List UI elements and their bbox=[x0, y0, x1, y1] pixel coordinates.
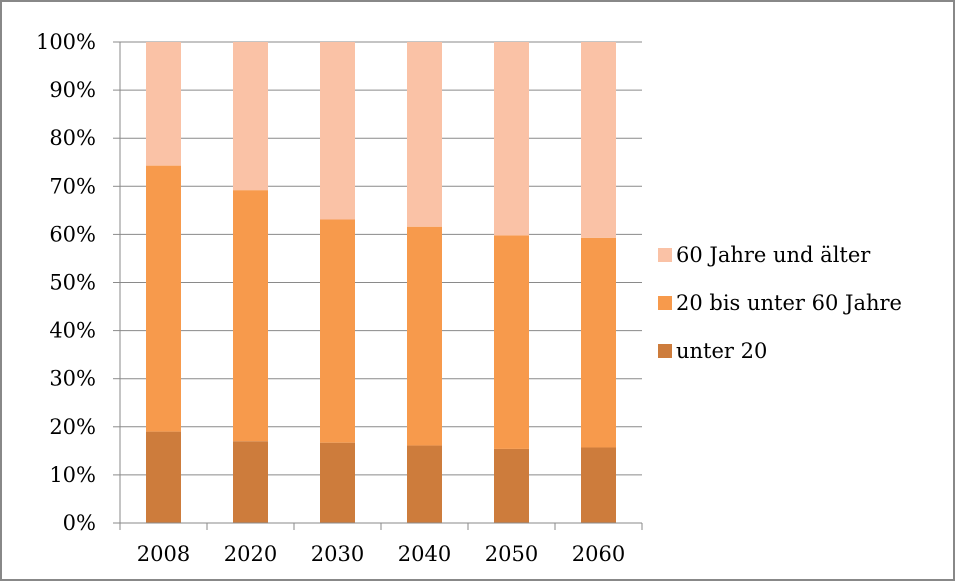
bar-segment-2060-series-2 bbox=[581, 237, 616, 448]
legend-swatch bbox=[658, 296, 672, 310]
y-tick-label: 0% bbox=[63, 511, 96, 535]
x-tick-label: 2060 bbox=[572, 542, 625, 566]
y-tick-label: 20% bbox=[49, 415, 96, 439]
bars bbox=[146, 42, 616, 523]
bar-segment-2020-series-2 bbox=[233, 190, 268, 442]
bar-segment-2008-series-1 bbox=[146, 431, 181, 523]
axes bbox=[113, 41, 643, 530]
legend-label: unter 20 bbox=[676, 339, 767, 363]
bar-segment-2060-series-3 bbox=[581, 42, 616, 238]
x-tick-labels: 2008 2020 2030 2040 2050 2060 bbox=[137, 542, 625, 566]
y-tick-label: 30% bbox=[49, 367, 96, 391]
x-tick-label: 2040 bbox=[398, 542, 451, 566]
gridlines bbox=[120, 41, 642, 476]
bar-segment-2050-series-3 bbox=[494, 42, 529, 236]
bar-segment-2040-series-2 bbox=[407, 226, 442, 446]
bar-segment-2040-series-1 bbox=[407, 445, 442, 523]
bar-segment-2060-series-1 bbox=[581, 447, 616, 523]
bar-segment-2008-series-3 bbox=[146, 42, 181, 166]
x-tick-label: 2050 bbox=[485, 542, 538, 566]
y-tick-labels: 0% 10% 20% 30% 40% 50% 60% 70% 80% 90% 100% bbox=[36, 30, 96, 535]
y-tick-label: 90% bbox=[49, 78, 96, 102]
bar-segment-2030-series-3 bbox=[320, 42, 355, 220]
y-tick-label: 10% bbox=[49, 463, 96, 487]
x-tick-label: 2020 bbox=[224, 542, 277, 566]
bar-segment-2030-series-2 bbox=[320, 219, 355, 443]
bar-segment-2020-series-3 bbox=[233, 42, 268, 191]
x-tick-label: 2008 bbox=[137, 542, 190, 566]
y-tick-label: 80% bbox=[49, 126, 96, 150]
legend: 60 Jahre und älter 20 bis unter 60 Jahre u… bbox=[658, 243, 902, 363]
bar-segment-2040-series-3 bbox=[407, 42, 442, 227]
bar-segment-2050-series-1 bbox=[494, 448, 529, 523]
bar-segment-2020-series-1 bbox=[233, 441, 268, 523]
x-tick-label: 2030 bbox=[311, 542, 364, 566]
bar-segment-2050-series-2 bbox=[494, 235, 529, 449]
y-tick-label: 100% bbox=[36, 30, 96, 54]
y-tick-label: 60% bbox=[49, 222, 96, 246]
legend-swatch bbox=[658, 344, 672, 358]
y-tick-label: 40% bbox=[49, 319, 96, 343]
y-tick-label: 50% bbox=[49, 271, 96, 295]
legend-label: 60 Jahre und älter bbox=[676, 243, 871, 267]
bar-segment-2030-series-1 bbox=[320, 442, 355, 523]
y-tick-label: 70% bbox=[49, 174, 96, 198]
legend-swatch bbox=[658, 248, 672, 262]
legend-label: 20 bis unter 60 Jahre bbox=[676, 291, 902, 315]
bar-segment-2008-series-2 bbox=[146, 165, 181, 432]
